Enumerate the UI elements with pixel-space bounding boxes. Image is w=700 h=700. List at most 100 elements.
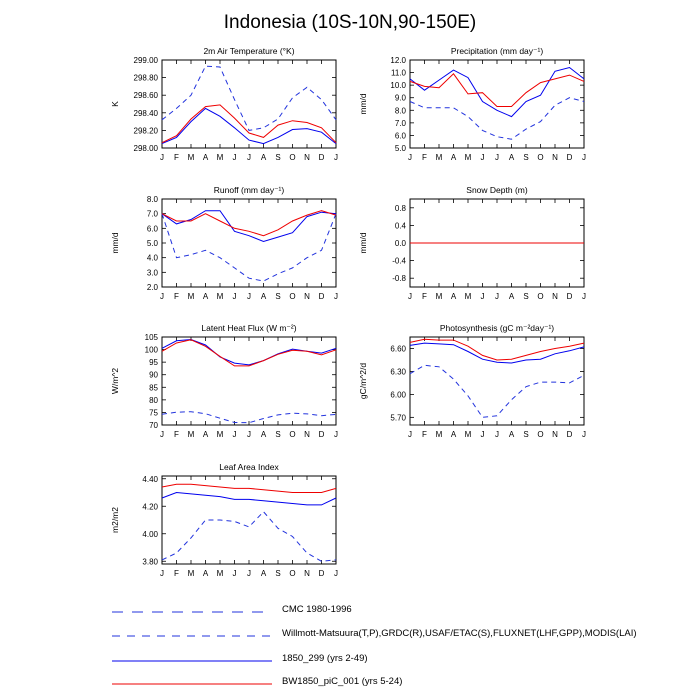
y-tick-label: 3.80 — [142, 557, 158, 566]
chart-title: Runoff (mm day⁻¹) — [214, 185, 285, 195]
y-axis-label: mm/d — [358, 93, 368, 115]
x-tick-label: M — [436, 292, 443, 301]
x-tick-label: J — [247, 153, 251, 162]
legend-label-bw1850: BW1850_piC_001 (yrs 5-24) — [282, 676, 403, 687]
series-line-red — [409, 73, 585, 107]
chart-title: Precipitation (mm day⁻¹) — [451, 46, 544, 56]
plot-frame — [161, 336, 337, 426]
series-line-blue — [161, 491, 337, 506]
x-tick-label: D — [319, 569, 325, 578]
y-tick-label: 3.0 — [147, 268, 159, 277]
y-tick-label: 4.20 — [142, 502, 158, 511]
series-line-dash — [161, 213, 337, 282]
series-line-blue — [161, 107, 337, 145]
y-tick-label: 4.00 — [142, 530, 158, 539]
series-line-blue — [161, 210, 337, 243]
x-tick-label: O — [289, 430, 295, 439]
x-tick-label: F — [174, 292, 179, 301]
y-tick-label: 80 — [149, 396, 158, 405]
chart-panel-4: Snow Depth (m)mm/d-0.8-0.40.00.40.8J F M A M… — [358, 185, 586, 301]
legend-label-1850: 1850_299 (yrs 2-49) — [282, 653, 368, 664]
x-tick-label: M — [188, 430, 195, 439]
chart-panel-3: Runoff (mm day⁻¹) mm/d 2.0 3.0 4.0 5.0 6.0 7.0 8… — [110, 185, 338, 301]
x-tick-label: M — [436, 430, 443, 439]
y-tick-label: 298.80 — [134, 74, 159, 83]
x-tick-label: N — [552, 292, 558, 301]
x-tick-label: A — [203, 430, 209, 439]
chart-panel-5: Latent Heat Flux (W m⁻²) W/m^2 70 75 80 85 90 9… — [110, 323, 338, 439]
x-tick-label: M — [217, 292, 224, 301]
y-tick-label: 0.4 — [395, 221, 407, 230]
x-tick-label: S — [275, 569, 280, 578]
x-tick-label: A — [203, 153, 209, 162]
x-tick-label: M — [217, 153, 224, 162]
y-tick-label: 9.0 — [395, 94, 407, 103]
x-tick-label: M — [188, 292, 195, 301]
series-line-blue — [409, 66, 585, 118]
x-tick-label: D — [567, 292, 573, 301]
x-tick-label: F — [422, 292, 427, 301]
chart-panel-6: Photosynthesis (gC m⁻²day⁻¹) gC/m^2/d 5.70… — [358, 323, 586, 439]
x-tick-label: J — [233, 292, 237, 301]
y-tick-label: 298.00 — [134, 144, 159, 153]
plot-frame — [409, 336, 585, 426]
x-tick-label: D — [567, 153, 573, 162]
x-tick-label: D — [319, 153, 325, 162]
y-tick-label: 10.0 — [390, 81, 406, 90]
x-tick-label: J — [160, 292, 164, 301]
chart-panel-2: Precipitation (mm day⁻¹) mm/d 5.0 6.0 7.0 8.0… — [358, 46, 586, 162]
x-tick-label: A — [451, 153, 457, 162]
x-tick-label: D — [319, 292, 325, 301]
y-axis-label: mm/d — [110, 232, 120, 254]
y-axis-label: W/m^2 — [110, 368, 120, 394]
x-tick-label: N — [552, 430, 558, 439]
y-tick-label: 11.0 — [391, 69, 407, 78]
x-tick-label: J — [247, 292, 251, 301]
x-tick-label: J — [334, 292, 338, 301]
chart-title: Snow Depth (m) — [466, 185, 528, 195]
x-tick-label: J — [408, 153, 412, 162]
x-tick-label: A — [203, 292, 209, 301]
y-tick-label: 85 — [149, 383, 158, 392]
x-tick-label: J — [495, 292, 499, 301]
x-tick-label: O — [289, 153, 295, 162]
y-tick-label: 90 — [149, 371, 158, 380]
x-tick-label: J — [481, 430, 485, 439]
y-tick-label: 8.0 — [395, 106, 407, 115]
y-tick-label: 6.30 — [390, 367, 406, 376]
x-tick-label: A — [451, 292, 457, 301]
y-tick-label: 7.0 — [147, 210, 159, 219]
x-tick-label: J — [160, 153, 164, 162]
y-tick-label: 298.40 — [134, 109, 159, 118]
series-line-red — [161, 210, 337, 237]
x-tick-label: J — [334, 569, 338, 578]
x-tick-label: J — [233, 430, 237, 439]
x-tick-label: J — [233, 569, 237, 578]
y-tick-label: 299.00 — [134, 56, 159, 65]
series-line-red — [409, 338, 585, 361]
plot-frame — [161, 198, 337, 288]
chart-title: Photosynthesis (gC m⁻²day⁻¹) — [440, 323, 554, 333]
x-tick-label: O — [537, 430, 543, 439]
y-tick-label: 0.0 — [395, 239, 407, 248]
y-axis-label: gC/m^2/d — [358, 363, 368, 399]
x-tick-label: J — [495, 430, 499, 439]
x-tick-label: M — [465, 430, 472, 439]
legend-swatch-1850 — [112, 660, 272, 662]
y-tick-label: 70 — [149, 421, 158, 430]
legend-swatch-willmott — [112, 635, 272, 637]
x-tick-label: S — [275, 153, 280, 162]
y-tick-label: 105 — [145, 333, 159, 342]
x-tick-label: F — [174, 153, 179, 162]
legend-label-willmott: Willmott-Matsuura(T,P),GRDC(R),USAF/ETAC… — [282, 628, 637, 639]
x-tick-label: J — [334, 430, 338, 439]
series-line-dash — [161, 411, 337, 424]
y-tick-label: 6.0 — [395, 131, 407, 140]
x-tick-label: A — [261, 569, 267, 578]
x-tick-label: J — [233, 153, 237, 162]
x-tick-label: S — [523, 292, 528, 301]
x-tick-label: M — [188, 153, 195, 162]
series-line-dash — [161, 65, 337, 131]
x-tick-label: M — [465, 292, 472, 301]
